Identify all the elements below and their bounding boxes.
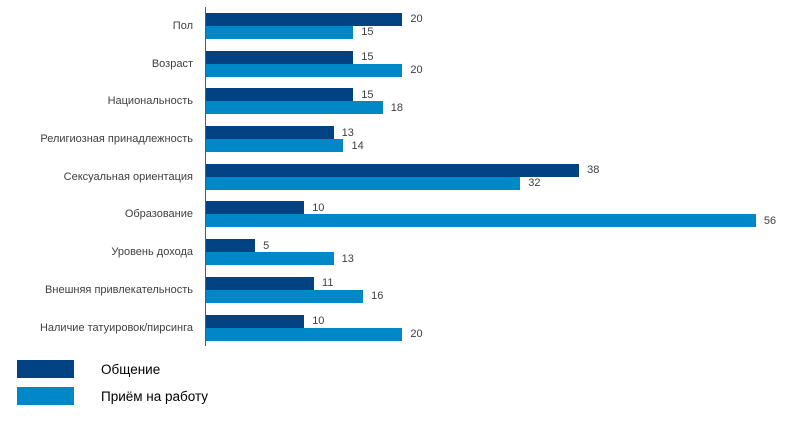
legend-swatch-series-2 xyxy=(17,387,74,405)
bar-line: 5 xyxy=(206,239,792,253)
legend: Общение Приём на работу xyxy=(17,360,208,405)
bars-area: 10 56 xyxy=(205,195,792,234)
category-label: Национальность xyxy=(107,95,193,108)
bar-series-2 xyxy=(206,101,383,115)
bar-line: 15 xyxy=(206,25,792,39)
value-label: 56 xyxy=(763,214,777,227)
bars-area: 20 15 xyxy=(205,7,792,45)
category-label: Пол xyxy=(172,19,193,32)
bar-line: 14 xyxy=(206,139,792,153)
bar-line: 38 xyxy=(206,163,792,177)
bar-series-2 xyxy=(206,214,756,228)
bar-series-1 xyxy=(206,163,580,177)
legend-item: Приём на работу xyxy=(17,387,208,405)
value-label: 20 xyxy=(410,13,423,26)
category-label: Сексуальная ориентация xyxy=(63,170,193,183)
bar-series-1 xyxy=(206,201,305,215)
bar-group: Уровень дохода 5 13 xyxy=(0,233,792,272)
bar-line: 10 xyxy=(206,201,792,215)
category-label: Уровень дохода xyxy=(111,246,193,259)
bars-area: 13 14 xyxy=(205,120,792,158)
bar-series-1 xyxy=(206,88,354,102)
value-label: 10 xyxy=(312,315,325,328)
bar-line: 20 xyxy=(206,12,792,26)
value-label: 20 xyxy=(410,328,423,341)
bar-line: 10 xyxy=(206,314,792,328)
value-label: 13 xyxy=(341,252,354,265)
bar-series-1 xyxy=(206,126,334,140)
bar-series-2 xyxy=(206,139,344,153)
value-label: 5 xyxy=(263,239,270,252)
category-label: Внешняя привлекательность xyxy=(45,283,193,296)
bars-area: 15 18 xyxy=(205,82,792,121)
bar-series-1 xyxy=(206,50,354,64)
plot-area: Пол 20 15 Возраст 15 20 Национальность 15 18 Рели… xyxy=(0,7,792,347)
bar-group: Национальность 15 18 xyxy=(0,82,792,121)
value-label: 14 xyxy=(351,139,364,152)
bar-line: 32 xyxy=(206,176,792,190)
value-label: 38 xyxy=(587,164,600,177)
bar-series-2 xyxy=(206,252,334,266)
bar-line: 13 xyxy=(206,126,792,140)
category-label: Религиозная принадлежность xyxy=(40,133,193,146)
bar-group: Сексуальная ориентация 38 32 xyxy=(0,157,792,196)
bar-line: 56 xyxy=(206,214,792,228)
bar-line: 15 xyxy=(206,88,792,102)
bar-series-2 xyxy=(206,289,364,303)
value-label: 10 xyxy=(312,201,325,214)
value-label: 15 xyxy=(361,51,374,64)
value-label: 15 xyxy=(361,26,374,39)
bar-series-1 xyxy=(206,12,403,26)
value-label: 15 xyxy=(361,88,374,101)
category-label: Возраст xyxy=(151,57,193,70)
value-label: 32 xyxy=(528,177,541,190)
value-label: 13 xyxy=(341,126,354,139)
legend-swatch-series-1 xyxy=(17,360,74,378)
value-label: 11 xyxy=(322,277,334,290)
bar-line: 11 xyxy=(206,276,792,290)
bars-area: 11 16 xyxy=(205,271,792,309)
category-label: Наличие татуировок/пирсинга xyxy=(39,321,193,334)
legend-label-series-1: Общение xyxy=(101,361,161,377)
bar-line: 18 xyxy=(206,101,792,115)
bar-group: Внешняя привлекательность 11 16 xyxy=(0,271,792,309)
value-label: 20 xyxy=(410,64,423,77)
bars-area: 38 32 xyxy=(205,157,792,196)
bar-series-1 xyxy=(206,314,305,328)
bar-series-2 xyxy=(206,63,403,77)
legend-item: Общение xyxy=(17,360,208,378)
bar-group: Образование 10 56 xyxy=(0,195,792,234)
value-label: 16 xyxy=(371,290,384,303)
bar-line: 20 xyxy=(206,63,792,77)
value-label: 18 xyxy=(390,101,403,114)
bar-series-2 xyxy=(206,327,403,341)
bars-area: 10 20 xyxy=(205,308,792,347)
category-label: Образование xyxy=(124,208,193,221)
bar-group: Пол 20 15 xyxy=(0,7,792,45)
bar-group: Возраст 15 20 xyxy=(0,44,792,83)
bar-series-2 xyxy=(206,25,354,39)
bar-group: Религиозная принадлежность 13 14 xyxy=(0,120,792,158)
bars-area: 5 13 xyxy=(205,233,792,272)
bar-line: 15 xyxy=(206,50,792,64)
legend-label-series-2: Приём на работу xyxy=(101,388,209,404)
bar-group: Наличие татуировок/пирсинга 10 20 xyxy=(0,308,792,347)
bar-line: 20 xyxy=(206,327,792,341)
bar-line: 16 xyxy=(206,289,792,303)
bars-area: 15 20 xyxy=(205,44,792,83)
bar-line: 13 xyxy=(206,252,792,266)
bar-series-1 xyxy=(206,276,315,290)
bar-series-1 xyxy=(206,239,256,253)
bar-series-2 xyxy=(206,176,521,190)
